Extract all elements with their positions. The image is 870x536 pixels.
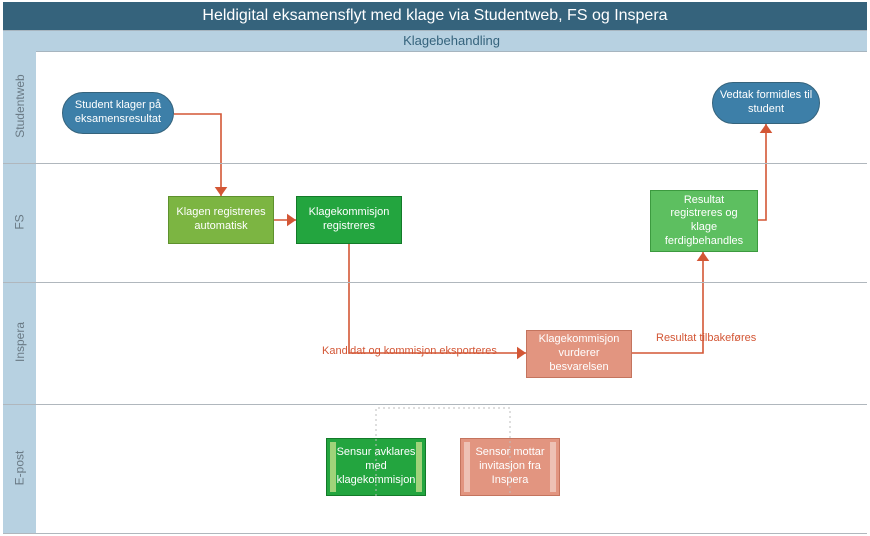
connector-overlay bbox=[0, 0, 870, 536]
lane-label: FS bbox=[13, 162, 27, 281]
diagram-canvas: Heldigital eksamensflyt med klage via St… bbox=[0, 0, 870, 536]
lane-label: Inspera bbox=[13, 281, 27, 403]
node-sensor-mottar-invitasjon: Sensor mottar invitasjon fra Inspera bbox=[460, 438, 560, 496]
lane-label: Studentweb bbox=[13, 50, 27, 162]
node-klagen-registreres: Klagen registreres automatisk bbox=[168, 196, 274, 244]
diagram-title: Heldigital eksamensflyt med klage via St… bbox=[3, 2, 867, 30]
node-sensur-avklares: Sensur avklares med klagekommisjon bbox=[326, 438, 426, 496]
node-student-klager: Student klager på eksamensresultat bbox=[62, 92, 174, 134]
node-klagekommisjon-registreres: Klagekommisjon registreres bbox=[296, 196, 402, 244]
diagram-subtitle: Klagebehandling bbox=[36, 30, 867, 52]
lane-label: E-post bbox=[13, 403, 27, 532]
node-klagekommisjon-vurderer: Klagekommisjon vurderer besvarelsen bbox=[526, 330, 632, 378]
arrow-label-eksporteres: Kandidat og kommisjon eksporteres bbox=[322, 345, 497, 357]
node-resultat-registreres: Resultat registreres og klage ferdigbeha… bbox=[650, 190, 758, 252]
arrow-label-tilbakefores: Resultat tilbakeføres bbox=[656, 332, 756, 344]
node-vedtak-formidles: Vedtak formidles til student bbox=[712, 82, 820, 124]
